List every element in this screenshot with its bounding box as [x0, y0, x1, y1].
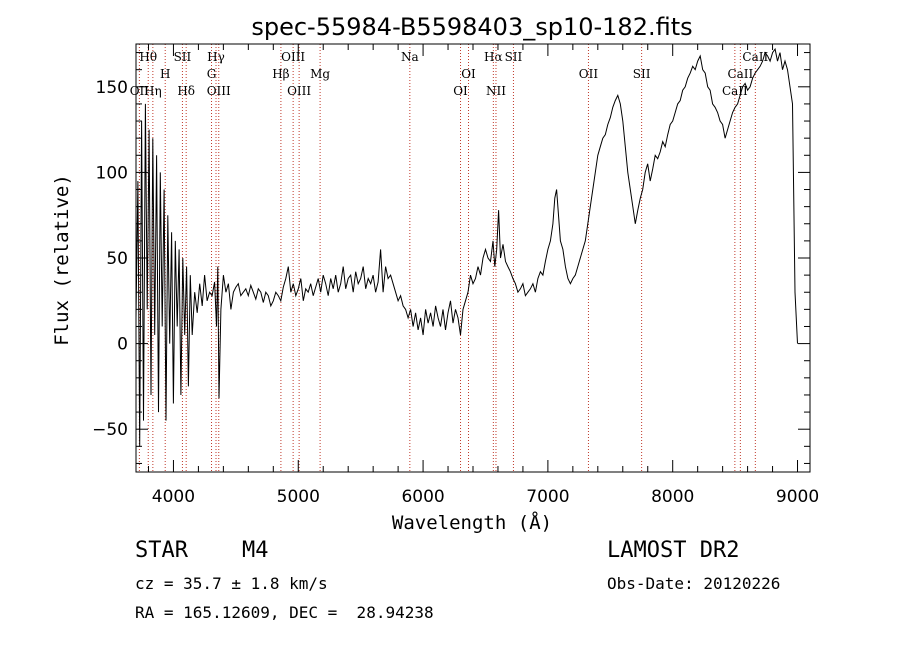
spectrum-series	[135, 47, 798, 447]
spectral-line-label: NII	[486, 84, 506, 98]
spectral-line-label: OIII	[281, 50, 305, 64]
spectral-line-markers: HθHηOIIHSIIHδHγGOIIIOIIIHβOIIIMgNaOIOIHα…	[130, 44, 768, 472]
spectral-line-label: Na	[401, 50, 419, 64]
y-tick-label: −50	[92, 420, 128, 440]
spectral-line-label: CaII	[722, 84, 748, 98]
y-tick-label: 50	[106, 249, 128, 269]
x-axis-label: Wavelength (Å)	[392, 511, 552, 534]
x-tick-label: 9000	[776, 487, 819, 507]
x-tick-label: 8000	[651, 487, 694, 507]
spectral-line-label: Hβ	[272, 67, 289, 81]
y-tick-label: 100	[96, 163, 128, 183]
spectral-line-label: SII	[174, 50, 192, 64]
obs-date-line: Obs-Date: 20120226	[607, 574, 781, 593]
object-subclass: M4	[242, 538, 269, 563]
spectral-line-label: Mg	[310, 67, 330, 81]
y-tick-label: 150	[96, 78, 128, 98]
spectral-line-label: OIII	[207, 84, 231, 98]
spectral-line-label: OII	[579, 67, 599, 81]
spectral-line-label: Hδ	[177, 84, 195, 98]
spectral-line-label: Hη	[144, 84, 162, 98]
survey-name: LAMOST DR2	[607, 538, 740, 563]
spectral-line-label: Hγ	[207, 50, 225, 64]
spectral-line-label: CaII	[727, 67, 753, 81]
redshift-line: cz = 35.7 ± 1.8 km/s	[135, 574, 328, 593]
spectrum-line	[135, 47, 798, 447]
spectral-line-label: Hα	[484, 50, 503, 64]
spectral-line-label: CaII	[742, 50, 768, 64]
spectral-line-label: OII	[130, 84, 150, 98]
x-tick-label: 4000	[152, 487, 195, 507]
spectral-line-label: OIII	[287, 84, 311, 98]
y-axis-label: Flux (relative)	[51, 174, 73, 346]
chart-title: spec-55984-B5598403_sp10-182.fits	[251, 13, 692, 41]
x-tick-label: 5000	[277, 487, 320, 507]
spectral-line-label: G	[207, 67, 217, 81]
spectral-line-label: H	[160, 67, 170, 81]
axes: 4000 5000 6000 7000 8000 9000 −50 0 50 100 150	[92, 43, 819, 507]
x-tick-label: 6000	[401, 487, 444, 507]
object-class: STAR	[135, 538, 188, 563]
x-tick-label: 7000	[526, 487, 569, 507]
spectral-line-label: SII	[505, 50, 523, 64]
y-tick-label: 0	[117, 335, 128, 355]
spectral-line-label: OI	[453, 84, 468, 98]
spectral-line-label: Hθ	[139, 50, 157, 64]
plot-frame	[135, 43, 811, 473]
coordinates-line: RA = 165.12609, DEC = 28.94238	[135, 603, 434, 622]
spectral-line-label: SII	[633, 67, 651, 81]
spectral-line-label: OI	[461, 67, 476, 81]
